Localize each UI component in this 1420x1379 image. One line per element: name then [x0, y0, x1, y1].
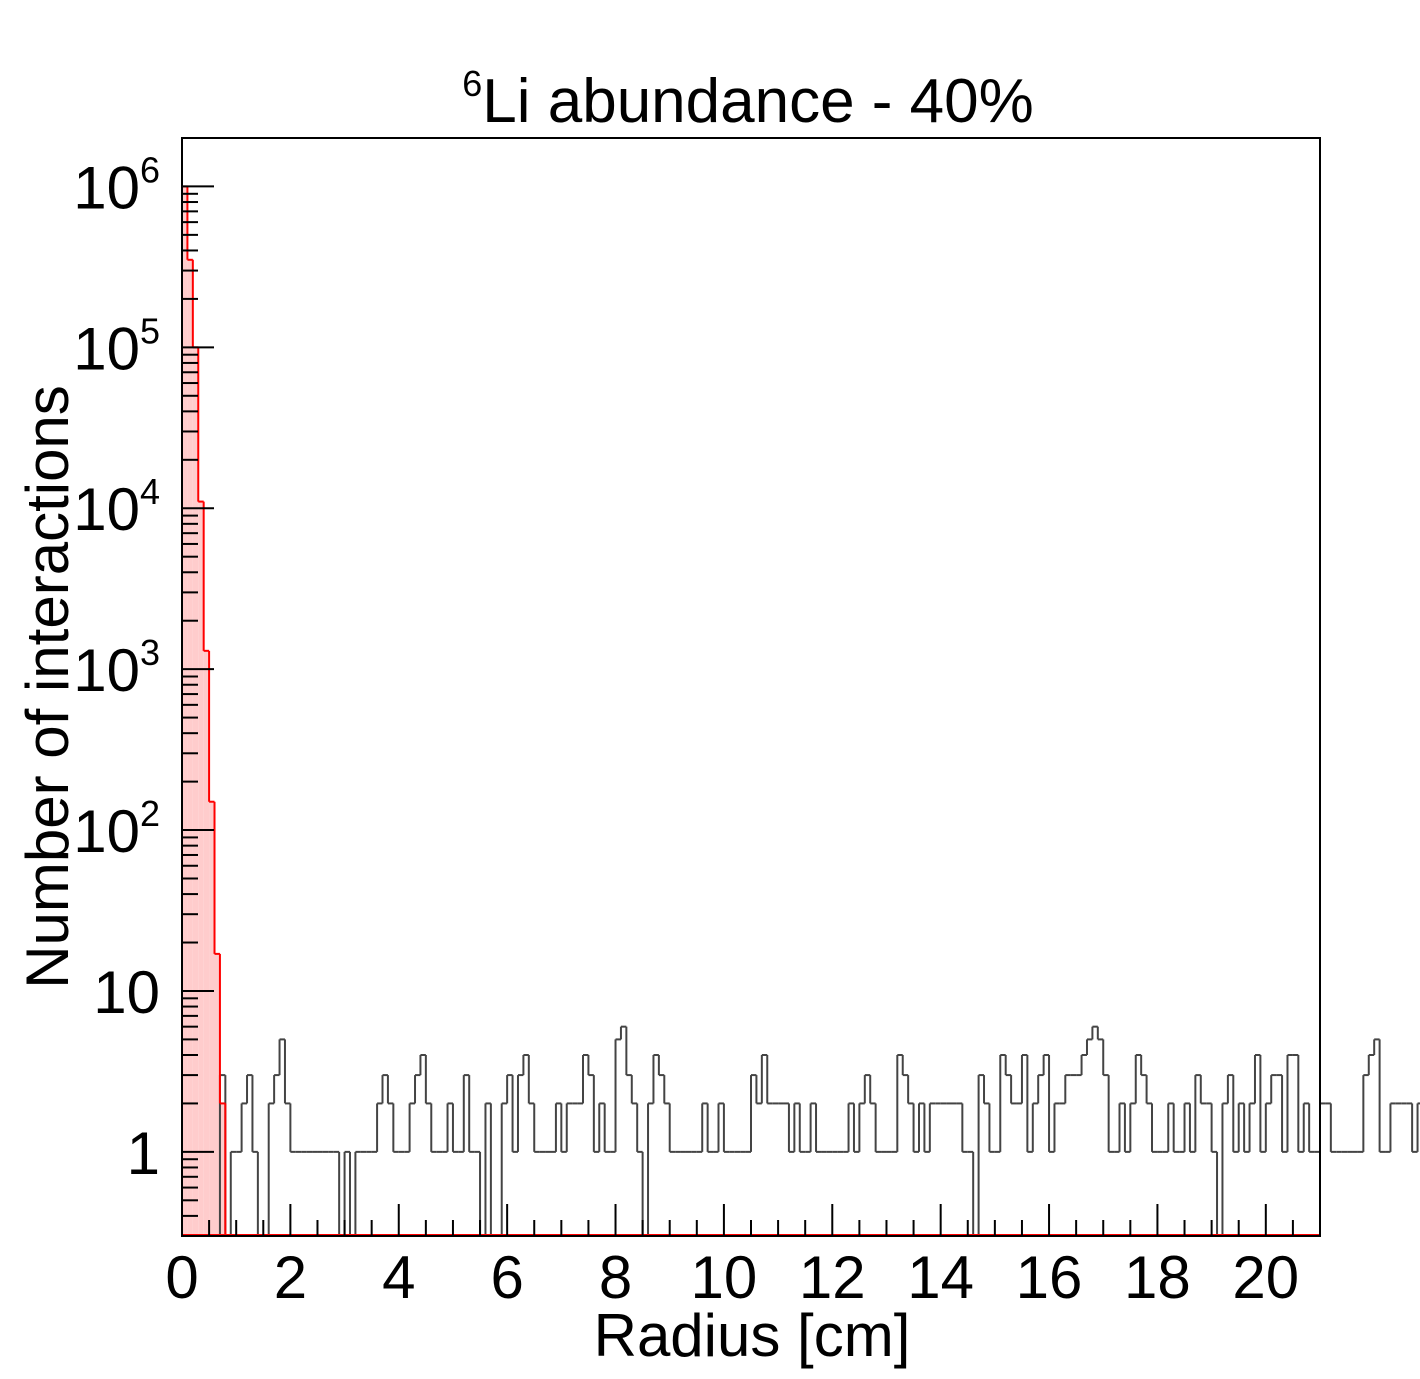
y-tick-label: 105 — [73, 310, 160, 382]
y-tick-label: 103 — [73, 632, 160, 704]
x-tick-label: 10 — [691, 1244, 758, 1311]
capture-bin-fill — [214, 953, 220, 1236]
x-tick-label: 20 — [1232, 1244, 1299, 1311]
capture-bin-fill — [182, 186, 188, 1237]
x-tick-label: 0 — [165, 1244, 198, 1311]
other-series-layer — [182, 1025, 1420, 1237]
y-tick-label: 104 — [73, 471, 160, 543]
x-tick-label: 4 — [382, 1244, 415, 1311]
capture-bin-fill — [209, 801, 215, 1236]
capture-bin-fill — [203, 650, 210, 1236]
x-tick-label: 12 — [799, 1244, 866, 1311]
chart-title-text: Li abundance - 40% — [482, 67, 1034, 136]
plot-frame — [181, 137, 1321, 1237]
x-tick-label: 18 — [1124, 1244, 1191, 1311]
chart-title-superscript: 6 — [462, 63, 482, 104]
y-axis: 1 10 102 103 104 105 106 — [73, 137, 214, 1237]
capture-bin-fill — [198, 501, 204, 1236]
y-tick-label: 106 — [73, 149, 160, 221]
capture-bin-fill — [219, 1103, 226, 1236]
chart-title: 6Li abundance - 40% — [462, 63, 1034, 136]
y-tick-label: 10 — [93, 959, 160, 1026]
x-tick-label: 16 — [1016, 1244, 1083, 1311]
y-tick-label: 102 — [73, 793, 160, 865]
y-axis-label: Number of interactions — [14, 385, 81, 989]
x-tick-label: 8 — [599, 1244, 632, 1311]
capture-bin-fill — [187, 259, 193, 1237]
x-tick-label: 2 — [274, 1244, 307, 1311]
capture-fill-layer — [182, 186, 226, 1237]
y-tick-label: 1 — [127, 1120, 160, 1187]
x-axis-label: Radius [cm] — [594, 1302, 911, 1369]
x-tick-label: 14 — [907, 1244, 974, 1311]
x-axis: 0 2 4 6 8 10 12 14 16 18 20 — [165, 1204, 1321, 1311]
capture-bin-fill — [192, 347, 199, 1236]
x-tick-label: 6 — [490, 1244, 523, 1311]
